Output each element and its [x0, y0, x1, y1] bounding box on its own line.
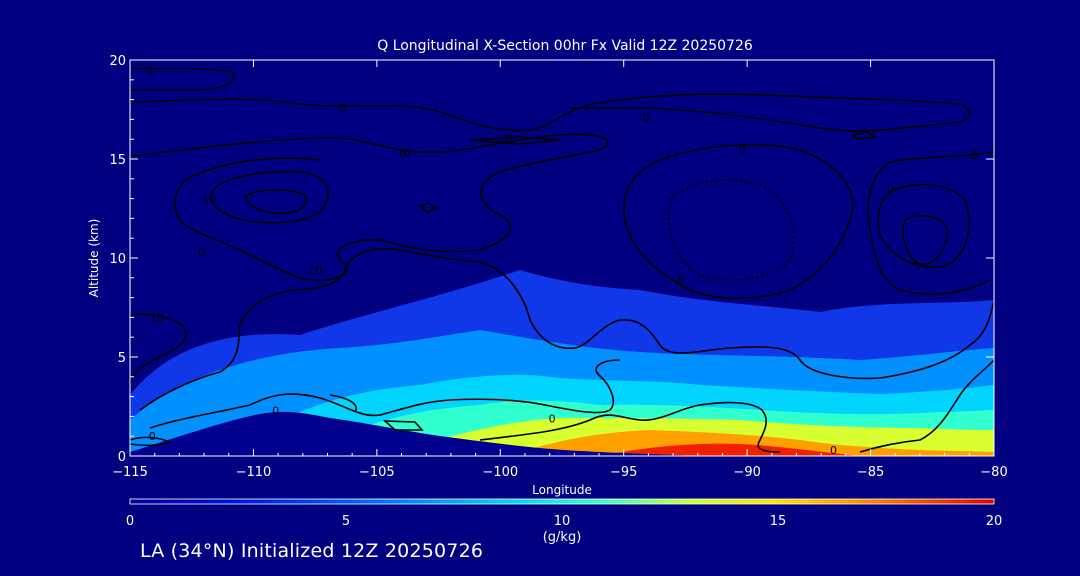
contour-label: 10 [150, 311, 164, 324]
contour-label: 0 [677, 274, 684, 287]
contour-line [130, 93, 971, 132]
contour-line [329, 394, 357, 413]
contour-label: 0 [971, 149, 978, 162]
colorbar-tick-label: 10 [554, 514, 571, 529]
moisture-field [130, 270, 994, 456]
x-tick-label: −100 [482, 465, 518, 480]
contour-line [849, 131, 878, 140]
contour-line [469, 136, 561, 145]
colorbar-label: (g/kg) [543, 530, 582, 545]
chart-title: Q Longitudinal X-Section 00hr Fx Valid 1… [377, 38, 753, 54]
contour-label: 10 [308, 264, 322, 277]
contour-line [382, 420, 424, 431]
contour-label: 0 [198, 246, 205, 259]
x-tick-label: −85 [857, 465, 884, 480]
colorbar-tick-label: 20 [986, 514, 1003, 529]
x-tick-label: −80 [980, 465, 1007, 480]
contour-label: 0 [549, 412, 556, 425]
contour-label: 0 [149, 430, 156, 443]
y-tick-label: 0 [118, 450, 126, 465]
x-tick-label: −105 [359, 465, 395, 480]
contour-line [130, 67, 235, 91]
contour-line [867, 151, 994, 295]
contour-labels: 0 0 0 10 10 0 0 10 0 0 10 0 10 0 0 0 0 [146, 64, 978, 457]
y-axis-label: Altitude (km) [87, 219, 101, 298]
contour-line [130, 436, 173, 447]
footer-caption: LA (34°N) Initialized 12Z 20250726 [140, 540, 484, 562]
contour-label: 10 [397, 147, 411, 160]
x-axis-label: Longitude [532, 483, 592, 497]
contour-label: 0 [642, 111, 649, 124]
contour-label: 0 [339, 102, 346, 115]
x-tick-label: −110 [236, 465, 272, 480]
colorbar-tick-label: 15 [770, 514, 787, 529]
contour-label: 0 [830, 444, 837, 457]
contour-line [479, 401, 781, 453]
colorbar-tick-label: 5 [342, 514, 350, 529]
contour-line [149, 359, 621, 429]
contour-line [130, 133, 609, 282]
colorbar-tick-label: 0 [126, 514, 134, 529]
x-tick-label: −90 [733, 465, 760, 480]
contour-line [418, 202, 438, 214]
contour-line [139, 247, 994, 411]
terrain [130, 411, 700, 456]
contour-label: 0 [739, 143, 746, 156]
colorbar-ticks: 0 5 10 15 20 [126, 514, 1002, 529]
contour-line [210, 170, 329, 224]
y-tick-label: 20 [109, 54, 126, 69]
contour-line [859, 359, 994, 453]
contour-line [668, 179, 795, 281]
contour-label: 10 [498, 133, 512, 146]
contour-label: 10 [202, 193, 216, 206]
contour-label: 0 [272, 404, 279, 417]
x-tick-label: −95 [610, 465, 637, 480]
y-tick-label: 10 [109, 252, 126, 267]
x-axis: −115 −110 −105 −100 −95 −90 −85 −80 [112, 60, 1008, 480]
moisture-red-band [600, 443, 860, 456]
contour-label: 0 [146, 64, 153, 77]
y-axis: 0 5 10 15 20 [109, 54, 994, 465]
contour-lines [130, 67, 994, 453]
contour-line [902, 214, 949, 265]
x-tick-label: −115 [112, 465, 148, 480]
contour-line [623, 144, 854, 300]
y-tick-label: 15 [109, 153, 126, 168]
contour-line [877, 183, 970, 268]
y-tick-label: 5 [118, 351, 126, 366]
contour-line [130, 313, 187, 386]
contour-label: 0 [887, 183, 894, 196]
contour-line [244, 189, 307, 214]
colorbar [129, 498, 995, 505]
